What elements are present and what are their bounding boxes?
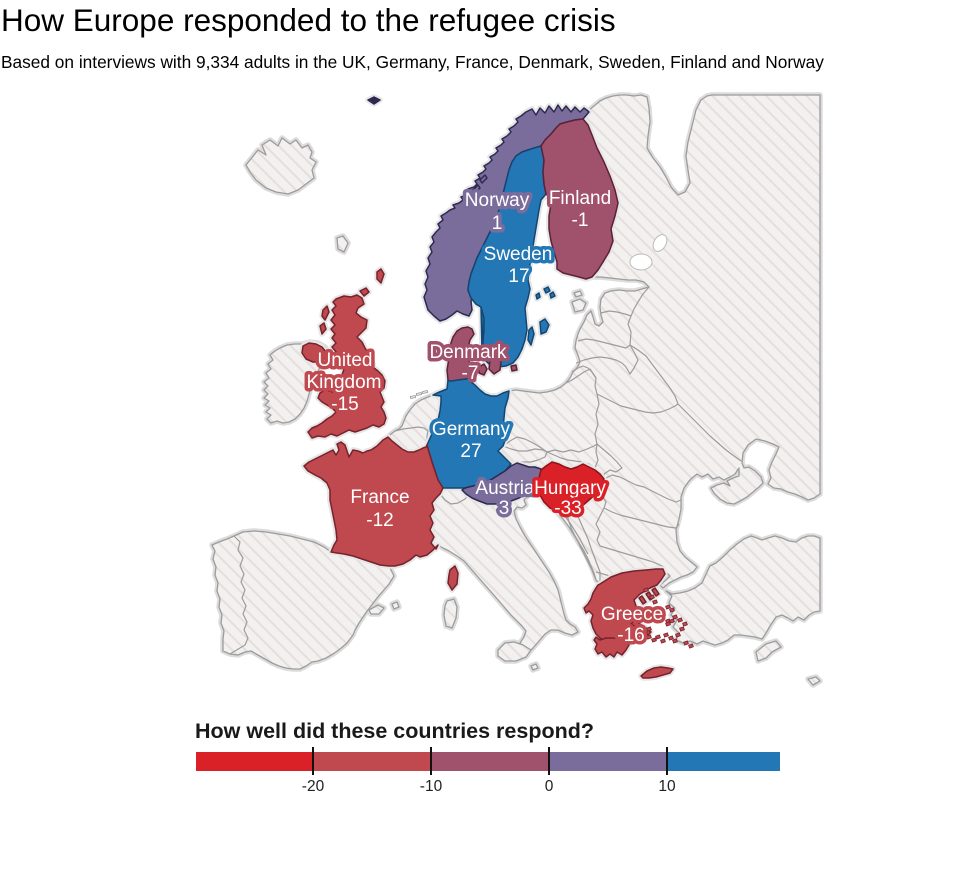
svg-text:-12: -12	[366, 510, 393, 531]
svg-text:3: 3	[499, 498, 510, 519]
svg-text:Finland: Finland	[549, 188, 611, 209]
svg-text:-16: -16	[617, 625, 644, 646]
svg-text:-7: -7	[462, 363, 479, 384]
svg-text:United: United	[318, 350, 373, 371]
svg-text:-15: -15	[331, 394, 358, 415]
svg-text:17: 17	[508, 266, 529, 287]
svg-text:Norway: Norway	[465, 190, 530, 211]
svg-text:Germany: Germany	[432, 419, 511, 440]
svg-text:France: France	[350, 487, 409, 508]
svg-text:-33: -33	[554, 498, 581, 519]
svg-text:Hungary: Hungary	[534, 478, 606, 499]
svg-text:-1: -1	[572, 210, 589, 231]
svg-text:27: 27	[460, 441, 481, 462]
svg-text:Austria: Austria	[475, 478, 535, 499]
svg-text:Denmark: Denmark	[429, 342, 507, 363]
svg-text:Greece: Greece	[601, 604, 663, 625]
svg-text:1: 1	[492, 213, 503, 234]
svg-text:Sweden: Sweden	[484, 244, 553, 265]
svg-text:Kingdom: Kingdom	[307, 372, 382, 393]
